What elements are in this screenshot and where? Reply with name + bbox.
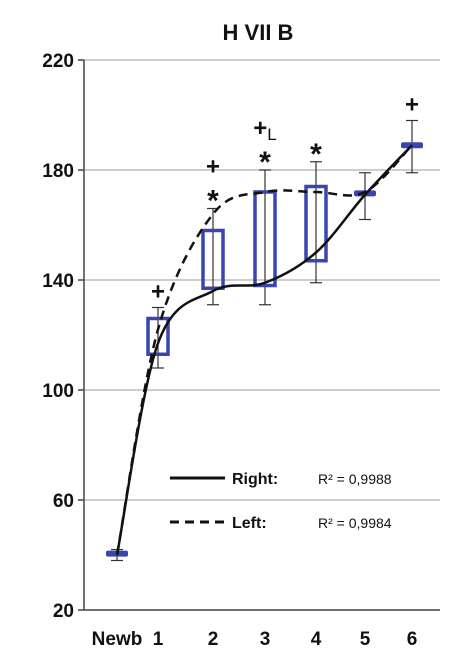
annotation-star-4: * (310, 138, 322, 171)
legend-label-left: Left: (232, 515, 267, 532)
legend-label-right: Right: (232, 471, 278, 488)
x-axis: Newb 1 2 3 4 5 6 (84, 609, 440, 650)
significance-annotations: ++*+L* *+ (151, 92, 419, 306)
x-tick-label-4: 4 (311, 629, 322, 650)
x-tick-label-5: 5 (360, 629, 371, 650)
y-tick-label-60: 60 (53, 491, 74, 512)
chart-title: H VII B (223, 20, 294, 45)
data-boxes (106, 119, 423, 562)
annotation-star-2: * (207, 185, 219, 218)
x-tick-label-3: 3 (260, 629, 271, 650)
annotation-plus-2: + (206, 154, 220, 181)
x-tick-label-1: 1 (153, 629, 164, 650)
x-tick-label-newb: Newb (92, 629, 143, 650)
box-4 (304, 184, 328, 263)
annotation-plus-1: + (151, 279, 165, 306)
box-2 (201, 228, 225, 290)
y-tick-label-180: 180 (42, 161, 74, 182)
annotation-plus-6: + (405, 92, 419, 119)
y-tick-label-220: 220 (42, 51, 74, 72)
y-axis: 20 60 100 140 180 220 (42, 51, 85, 622)
y-tick-label-20: 20 (53, 601, 74, 622)
annotation-plus-3: +L (253, 115, 276, 144)
legend-r2-left: R² = 0,9984 (318, 515, 392, 531)
x-tick-label-2: 2 (208, 629, 219, 650)
legend: Right: R² = 0,9988 Left: R² = 0,9984 (170, 471, 392, 532)
series-line-right (115, 144, 413, 556)
box-3 (253, 190, 277, 288)
annotation-star-3: * (259, 146, 271, 179)
legend-r2-right: R² = 0,9988 (318, 471, 392, 487)
y-tick-label-100: 100 (42, 381, 74, 402)
box-1 (146, 316, 170, 356)
series-lines (115, 144, 413, 556)
x-tick-label-6: 6 (407, 629, 418, 650)
y-tick-label-140: 140 (42, 271, 74, 292)
series-line-left (115, 144, 413, 556)
